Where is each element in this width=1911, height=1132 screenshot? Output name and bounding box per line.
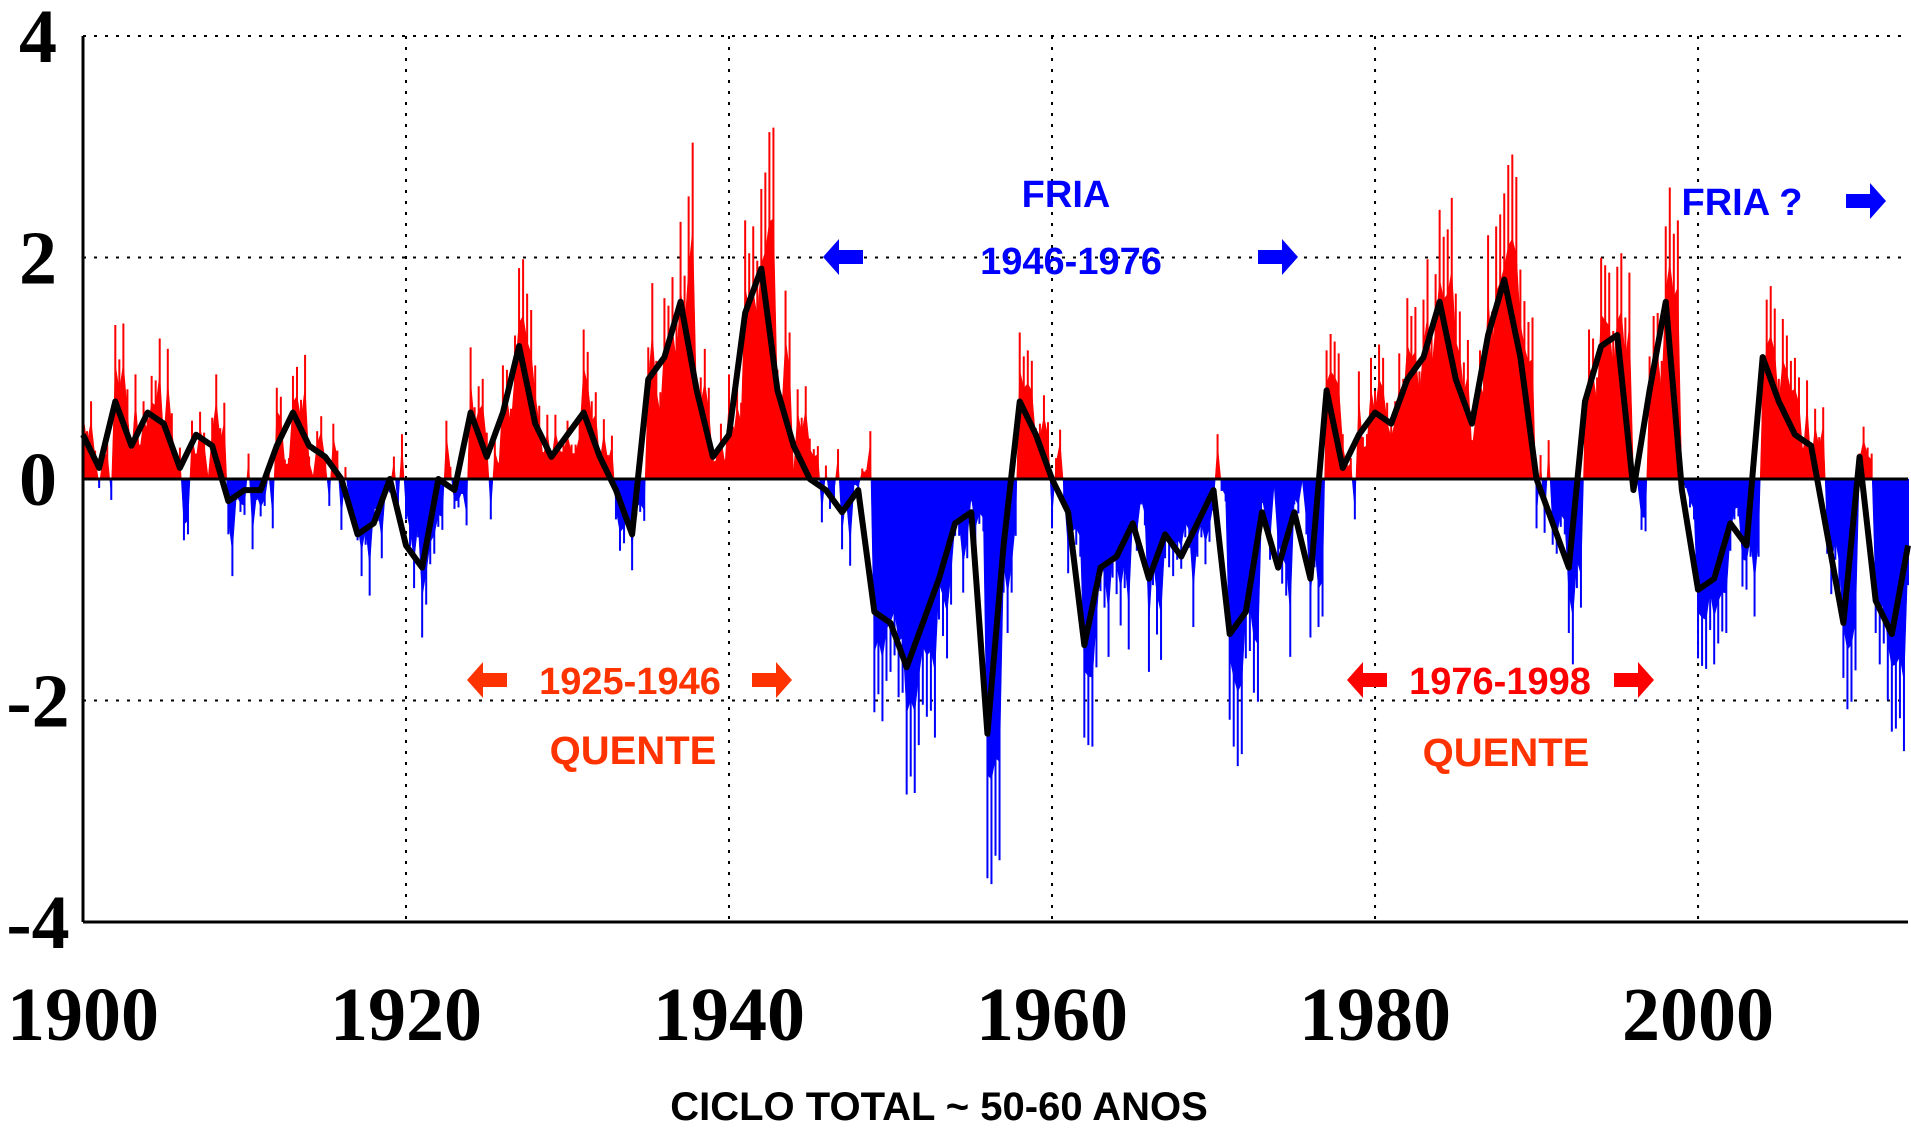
x-tick-label: 2000: [1622, 973, 1774, 1057]
y-tick-label: -2: [6, 660, 69, 744]
annotation-warm-1-years: 1925-1946: [539, 661, 721, 703]
arrow-right-icon: [1258, 239, 1298, 275]
y-tick-label: 2: [19, 217, 57, 301]
arrow-left-icon: [1347, 662, 1387, 698]
arrow-right-icon: [1614, 662, 1654, 698]
x-tick-label: 1940: [653, 973, 805, 1057]
annotation-fria-future: FRIA ?: [1681, 182, 1802, 224]
y-tick-label: 0: [19, 438, 57, 522]
x-tick-label: 1900: [7, 973, 159, 1057]
annotation-warm-2-years: 1976-1998: [1409, 661, 1591, 703]
x-tick-label: 1960: [976, 973, 1128, 1057]
arrow-left-icon: [467, 662, 507, 698]
annotation-warm-1-label: QUENTE: [550, 729, 717, 773]
y-tick-label: -4: [6, 881, 69, 965]
arrow-right-icon: [1846, 183, 1886, 219]
arrow-right-icon: [752, 662, 792, 698]
x-axis-label: CICLO TOTAL ~ 50-60 ANOS: [670, 1085, 1208, 1127]
annotation-fria-label: FRIA: [1022, 174, 1111, 216]
annotation-fria-years: 1946-1976: [980, 241, 1162, 283]
y-tick-label: 4: [19, 0, 57, 79]
annotation-warm-2-label: QUENTE: [1423, 731, 1590, 775]
x-tick-label: 1920: [330, 973, 482, 1057]
x-tick-label: 1980: [1299, 973, 1451, 1057]
arrow-left-icon: [823, 239, 863, 275]
